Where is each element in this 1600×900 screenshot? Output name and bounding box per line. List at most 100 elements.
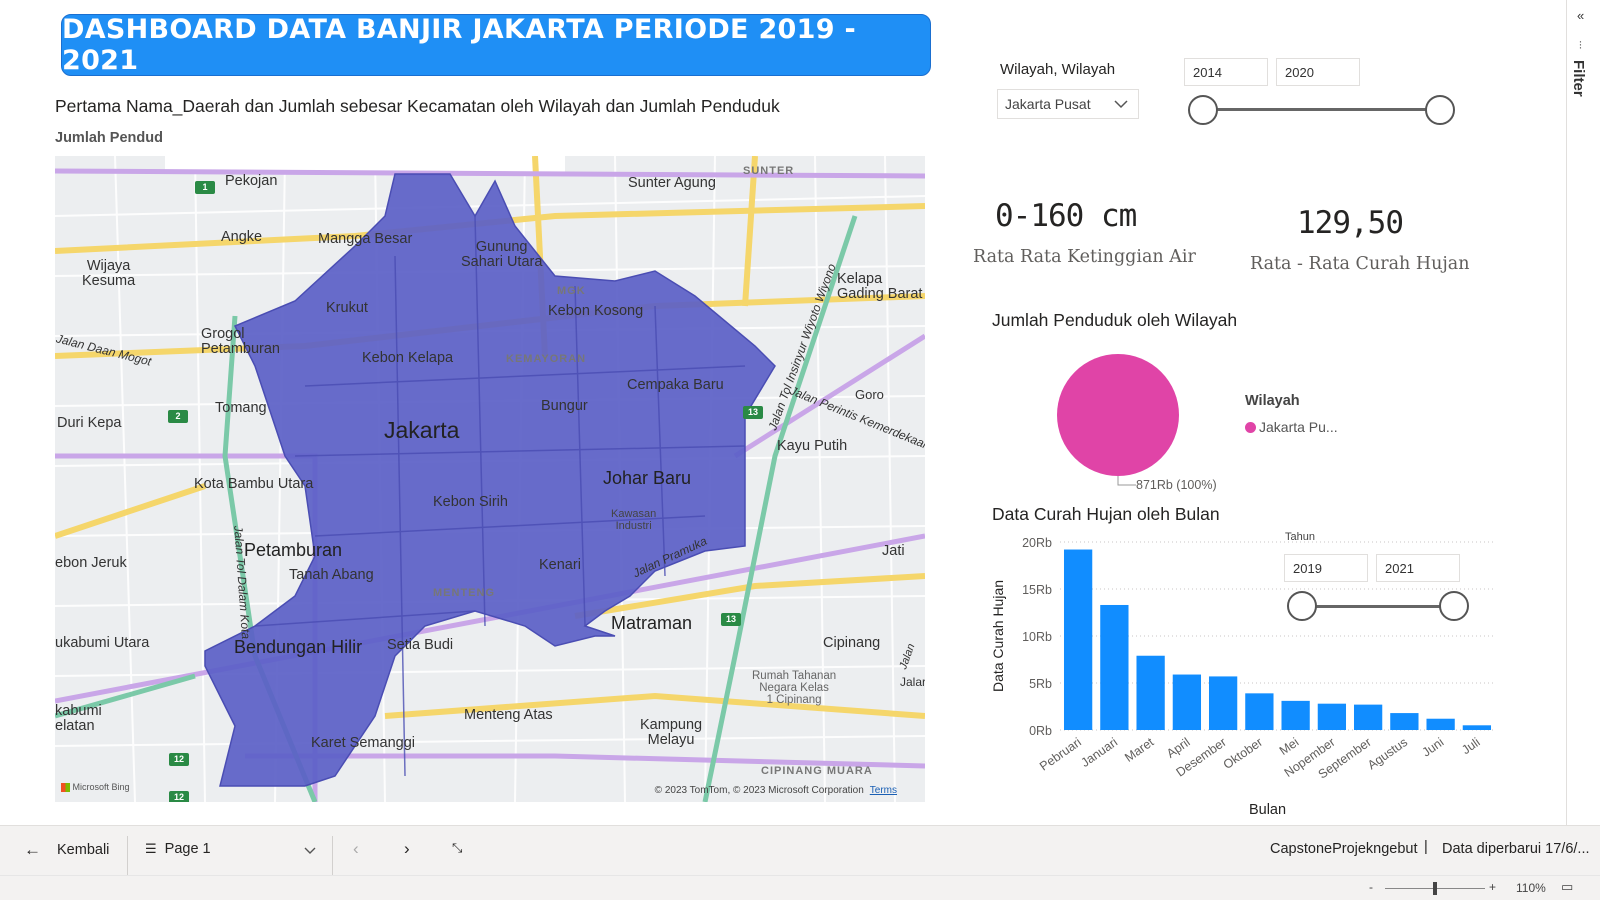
road-shield: 12 xyxy=(169,791,189,802)
road-shield: 1 xyxy=(195,181,215,194)
zoom-level: 110% xyxy=(1516,881,1546,895)
previous-page-icon[interactable]: ‹ xyxy=(353,839,359,858)
label-matraman: Matraman xyxy=(611,613,693,633)
filter-icon: ⫶ xyxy=(1579,40,1582,52)
collapse-icon[interactable]: ⤡ xyxy=(452,840,463,855)
label-johar-baru: Johar Baru xyxy=(603,468,692,488)
pie-leader-line xyxy=(1117,476,1136,486)
road-shield: 13 xyxy=(743,406,763,419)
label-cipinang: Cipinang xyxy=(823,635,881,651)
arrow-left-icon: ← xyxy=(24,840,41,859)
wilayah-dropdown[interactable]: Jakarta Pusat xyxy=(997,89,1139,119)
pie-slice-jakarta-pusat[interactable] xyxy=(1057,354,1179,476)
expand-filter-icon[interactable]: « xyxy=(1577,8,1585,23)
label-tomang: Tomang xyxy=(215,400,267,416)
label-jakarta: Jakarta xyxy=(384,417,460,443)
wilayah-slicer-title: Wilayah, Wilayah xyxy=(1000,61,1116,78)
data-updated-text: Data diperbarui 17/6/... xyxy=(1442,841,1590,857)
label-mangga-besar: Mangga Besar xyxy=(318,231,413,247)
bar[interactable] xyxy=(1317,703,1347,730)
year-range-end-handle[interactable] xyxy=(1425,95,1455,125)
label-petamburan: Petamburan xyxy=(244,540,343,560)
y-tick-label: 15Rb xyxy=(1022,583,1052,597)
fit-to-page-icon[interactable]: ▭ xyxy=(1561,879,1574,894)
x-tick-label: Pebruari xyxy=(1037,735,1084,774)
map-attribution: © 2023 TomTom, © 2023 Microsoft Corporat… xyxy=(654,785,897,796)
label-kawasan-industri: Kawasan Industri xyxy=(611,508,657,532)
y-tick-label: 20Rb xyxy=(1022,536,1052,550)
year-range-track xyxy=(1203,108,1439,111)
tahun-to-input[interactable]: 2021 xyxy=(1376,554,1460,582)
label-wijaya-kesuma: Wijaya Kesuma xyxy=(82,258,136,290)
bar[interactable] xyxy=(1136,655,1165,730)
zoom-slider-thumb[interactable] xyxy=(1433,882,1437,895)
map-visual[interactable]: Pekojan Sunter Agung SUNTER Angke Mangga… xyxy=(55,156,925,802)
x-axis-title: Bulan xyxy=(1249,802,1286,818)
terms-link[interactable]: Terms xyxy=(869,785,897,796)
zoom-out-button[interactable]: - xyxy=(1369,880,1373,894)
tahun-slicer-title: Tahun xyxy=(1285,531,1315,543)
zoom-in-button[interactable]: + xyxy=(1489,880,1497,894)
label-krukut: Krukut xyxy=(326,300,368,316)
x-tick-label: Juni xyxy=(1420,735,1447,760)
y-tick-label: 10Rb xyxy=(1022,630,1052,644)
back-button[interactable]: ← Kembali xyxy=(24,840,110,859)
label-menteng-caps: MENTENG xyxy=(433,587,495,599)
label-kota-bambu: Kota Bambu Utara xyxy=(194,476,314,492)
label-pekojan: Pekojan xyxy=(225,173,278,189)
tahun-range-end-handle[interactable] xyxy=(1439,591,1469,621)
filter-pane-collapsed[interactable]: « ⫶ Filter xyxy=(1566,0,1600,825)
label-jati: Jati xyxy=(882,543,905,559)
road-shield: 2 xyxy=(168,410,188,423)
label-karet-semanggi: Karet Semanggi xyxy=(311,735,415,751)
label-goro: Goro xyxy=(855,387,884,402)
bar[interactable] xyxy=(1172,674,1202,730)
pie-legend-item[interactable]: Jakarta Pu... xyxy=(1245,419,1338,435)
bar[interactable] xyxy=(1208,676,1238,730)
label-sukabumi: ukabumi Utara xyxy=(55,635,150,651)
wilayah-selected-value: Jakarta Pusat xyxy=(1005,96,1091,112)
year-range-start-handle[interactable] xyxy=(1188,95,1218,125)
bar[interactable] xyxy=(1281,700,1310,730)
label-gunung-sahari: Gunung Sahari Utara xyxy=(461,239,543,271)
label-grogol: Grogol Petamburan xyxy=(201,326,280,358)
tahun-range-start-handle[interactable] xyxy=(1287,591,1317,621)
label-kampung-melayu: Kampung Melayu xyxy=(640,717,703,749)
year-to-input[interactable]: 2020 xyxy=(1276,58,1360,86)
label-duri-kepa: Duri Kepa xyxy=(57,415,122,431)
tahun-range-track xyxy=(1302,605,1454,608)
tahun-from-input[interactable]: 2019 xyxy=(1284,554,1368,582)
label-kebon-sirih: Kebon Sirih xyxy=(433,494,508,510)
x-tick-label: Oktober xyxy=(1221,735,1265,772)
pie-data-label: 871Rb (100%) xyxy=(1136,478,1217,492)
report-name: CapstoneProjekngebut xyxy=(1270,841,1418,857)
chevron-down-icon xyxy=(304,847,316,854)
bar[interactable] xyxy=(1426,718,1455,730)
page-selector[interactable]: ☰ Page 1 xyxy=(145,841,317,857)
label-kayu-putih: Kayu Putih xyxy=(777,438,848,454)
filter-pane-label: Filter xyxy=(1570,60,1587,97)
bar[interactable] xyxy=(1063,549,1093,730)
next-page-icon[interactable]: › xyxy=(404,839,410,858)
bar[interactable] xyxy=(1390,713,1419,730)
x-tick-label: Januari xyxy=(1078,735,1120,770)
y-tick-label: 5Rb xyxy=(1029,677,1052,691)
dashboard-title: DASHBOARD DATA BANJIR JAKARTA PERIODE 20… xyxy=(62,14,857,76)
bar[interactable] xyxy=(1462,725,1492,730)
x-tick-label: Juli xyxy=(1459,735,1482,757)
bar[interactable] xyxy=(1353,704,1383,730)
pie-chart[interactable] xyxy=(1050,352,1200,492)
label-bendungan-hilir: Bendungan Hilir xyxy=(234,637,363,657)
label-rumah-tahanan: Rumah Tahanan Negara Kelas 1 Cipinang xyxy=(752,670,837,707)
region-jakarta-pusat[interactable] xyxy=(204,173,776,787)
kpi-rainfall-value: 129,50 xyxy=(1297,205,1404,241)
kpi-water-level-label: Rata Rata Ketinggian Air xyxy=(973,247,1196,267)
bar[interactable] xyxy=(1100,604,1129,730)
label-setia-budi: Setia Budi xyxy=(387,637,454,653)
bar[interactable] xyxy=(1245,693,1274,730)
bar-chart-title: Data Curah Hujan oleh Bulan xyxy=(992,504,1220,524)
year-from-input[interactable]: 2014 xyxy=(1184,58,1268,86)
divider xyxy=(127,836,128,876)
